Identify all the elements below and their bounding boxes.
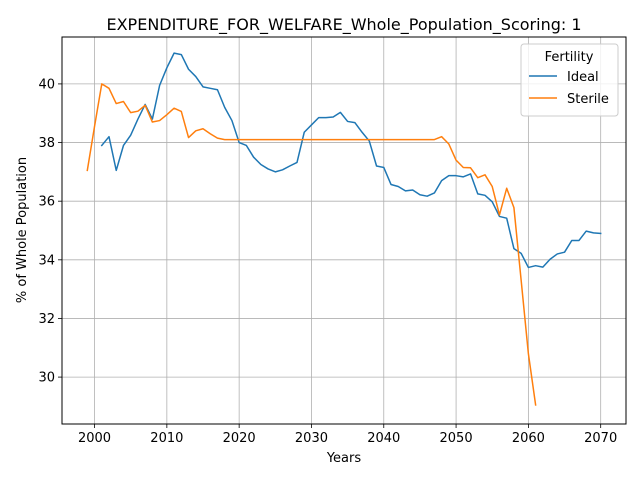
axis-ticks: 2000 2010 2020 2030 2040 2050 2060 2070 30 32 34 36… bbox=[38, 77, 617, 446]
chart-title: EXPENDITURE_FOR_WELFARE_Whole_Population… bbox=[106, 15, 581, 35]
y-axis-label: % of Whole Population bbox=[15, 157, 30, 303]
plot-frame bbox=[61, 36, 627, 425]
legend-label-ideal: Ideal bbox=[567, 70, 599, 85]
x-tick-label: 2060 bbox=[512, 431, 545, 446]
x-tick-label: 2020 bbox=[223, 431, 256, 446]
legend: Fertility Ideal Sterile bbox=[520, 43, 619, 117]
x-tick-label: 2040 bbox=[367, 431, 400, 446]
x-tick-label: 2070 bbox=[584, 431, 617, 446]
x-tick-label: 2050 bbox=[440, 431, 473, 446]
y-tick-label: 40 bbox=[38, 77, 55, 92]
grid-lines bbox=[62, 37, 626, 424]
y-tick-label: 38 bbox=[38, 136, 55, 151]
x-tick-label: 2010 bbox=[150, 431, 183, 446]
series-layer bbox=[86, 52, 602, 406]
y-tick-label: 30 bbox=[38, 371, 55, 386]
y-tick-label: 32 bbox=[38, 312, 55, 327]
legend-label-sterile: Sterile bbox=[567, 92, 609, 107]
x-tick-label: 2030 bbox=[295, 431, 328, 446]
x-tick-label: 2000 bbox=[78, 431, 111, 446]
series-line-sterile bbox=[86, 83, 537, 406]
y-tick-label: 34 bbox=[38, 253, 55, 268]
x-axis-label: Years bbox=[326, 451, 362, 466]
y-tick-label: 36 bbox=[38, 195, 55, 210]
legend-title: Fertility bbox=[545, 50, 594, 65]
